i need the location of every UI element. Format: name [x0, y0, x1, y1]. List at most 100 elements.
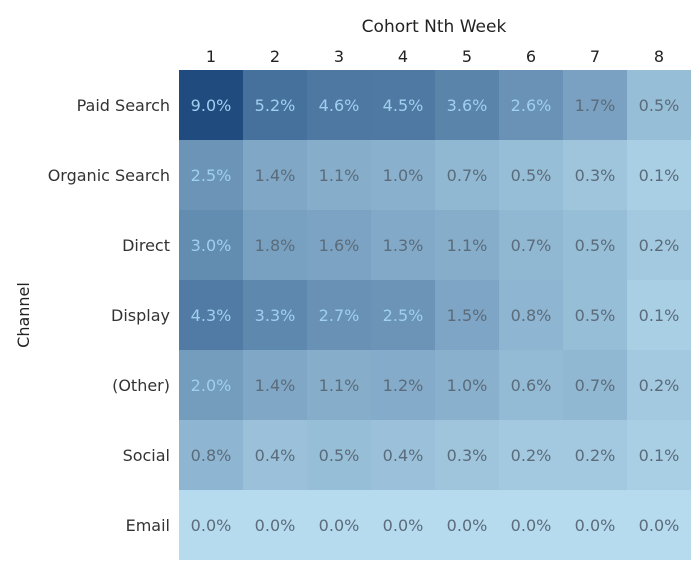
cell-value-label: 0.5%	[575, 306, 616, 325]
heatmap-cell	[307, 490, 371, 560]
cell-value-label: 1.8%	[255, 236, 296, 255]
heatmap-cell	[563, 280, 627, 350]
column-label: 7	[590, 47, 600, 66]
heatmap-cell	[563, 490, 627, 560]
heatmap-cell	[179, 70, 243, 140]
cell-value-label: 0.0%	[575, 516, 616, 535]
heatmap-cell	[371, 420, 435, 490]
heatmap-cell	[307, 350, 371, 420]
cell-value-label: 3.3%	[255, 306, 296, 325]
cell-value-label: 0.2%	[511, 446, 552, 465]
cell-value-label: 0.1%	[639, 446, 680, 465]
cell-value-label: 3.6%	[447, 96, 488, 115]
chart-title: Cohort Nth Week	[362, 17, 507, 37]
cell-value-label: 3.0%	[191, 236, 232, 255]
heatmap-cell	[435, 490, 499, 560]
cell-value-label: 1.3%	[383, 236, 424, 255]
cell-value-label: 0.4%	[383, 446, 424, 465]
cell-value-label: 0.0%	[383, 516, 424, 535]
heatmap-cell	[499, 70, 563, 140]
cell-value-label: 0.2%	[639, 376, 680, 395]
heatmap-cell	[307, 280, 371, 350]
heatmap-cell	[179, 140, 243, 210]
heatmap-cell	[243, 280, 307, 350]
row-label: Email	[126, 516, 170, 535]
heatmap-cell	[435, 420, 499, 490]
column-label: 4	[398, 47, 408, 66]
column-label: 2	[270, 47, 280, 66]
row-label: Organic Search	[48, 166, 170, 185]
cell-value-label: 1.5%	[447, 306, 488, 325]
heatmap-cell	[627, 140, 691, 210]
cell-value-label: 0.0%	[511, 516, 552, 535]
heatmap-cell	[499, 210, 563, 280]
cell-value-label: 1.7%	[575, 96, 616, 115]
heatmap-cell	[243, 490, 307, 560]
cell-value-label: 2.5%	[383, 306, 424, 325]
cell-value-label: 1.0%	[383, 166, 424, 185]
heatmap-cell	[307, 210, 371, 280]
heatmap-cell	[499, 420, 563, 490]
heatmap-cell	[371, 140, 435, 210]
cell-value-label: 9.0%	[191, 96, 232, 115]
cell-value-label: 0.5%	[511, 166, 552, 185]
heatmap-cell	[243, 70, 307, 140]
row-label: Direct	[122, 236, 170, 255]
cell-value-label: 1.6%	[319, 236, 360, 255]
cell-value-label: 0.6%	[511, 376, 552, 395]
cell-value-label: 0.4%	[255, 446, 296, 465]
cell-value-label: 0.3%	[447, 446, 488, 465]
heatmap-cell	[563, 140, 627, 210]
cell-value-label: 0.1%	[639, 166, 680, 185]
column-label: 3	[334, 47, 344, 66]
heatmap-cell	[371, 70, 435, 140]
heatmap-cell	[627, 280, 691, 350]
cell-value-label: 0.2%	[639, 236, 680, 255]
cell-value-label: 0.0%	[191, 516, 232, 535]
heatmap-cell	[435, 210, 499, 280]
heatmap-cell	[435, 280, 499, 350]
column-label: 5	[462, 47, 472, 66]
heatmap-cell	[179, 490, 243, 560]
cell-value-label: 2.7%	[319, 306, 360, 325]
heatmap-cell	[627, 70, 691, 140]
cell-value-label: 0.0%	[319, 516, 360, 535]
column-label: 8	[654, 47, 664, 66]
cell-value-label: 0.3%	[575, 166, 616, 185]
cell-value-label: 1.1%	[319, 166, 360, 185]
heatmap-cell	[243, 210, 307, 280]
cell-value-label: 0.5%	[319, 446, 360, 465]
heatmap-cell	[435, 140, 499, 210]
column-labels: 1 2 3 4 5 6 7 8	[206, 47, 664, 66]
heatmap-cell	[627, 350, 691, 420]
heatmap-cell	[627, 490, 691, 560]
heatmap-cells	[179, 70, 691, 560]
cell-value-label: 0.7%	[575, 376, 616, 395]
cell-value-label: 0.2%	[575, 446, 616, 465]
heatmap-cell	[435, 350, 499, 420]
heatmap-cell	[563, 420, 627, 490]
cell-value-label: 1.4%	[255, 166, 296, 185]
row-label: Display	[111, 306, 170, 325]
row-label: (Other)	[112, 376, 170, 395]
cell-value-label: 0.0%	[255, 516, 296, 535]
heatmap-cell	[243, 420, 307, 490]
cell-value-label: 4.6%	[319, 96, 360, 115]
cell-value-label: 5.2%	[255, 96, 296, 115]
heatmap-cell	[499, 280, 563, 350]
heatmap-cell	[179, 420, 243, 490]
row-label: Paid Search	[77, 96, 170, 115]
heatmap-cell	[499, 140, 563, 210]
heatmap-cell	[307, 70, 371, 140]
heatmap-cell	[435, 70, 499, 140]
cell-value-label: 4.3%	[191, 306, 232, 325]
heatmap-cell	[563, 70, 627, 140]
cell-value-label: 1.1%	[319, 376, 360, 395]
cell-value-label: 2.5%	[191, 166, 232, 185]
y-axis-title: Channel	[14, 282, 33, 348]
cell-value-label: 2.6%	[511, 96, 552, 115]
cell-value-label: 0.8%	[511, 306, 552, 325]
heatmap-cell	[371, 280, 435, 350]
cell-value-label: 0.0%	[447, 516, 488, 535]
column-label: 6	[526, 47, 536, 66]
